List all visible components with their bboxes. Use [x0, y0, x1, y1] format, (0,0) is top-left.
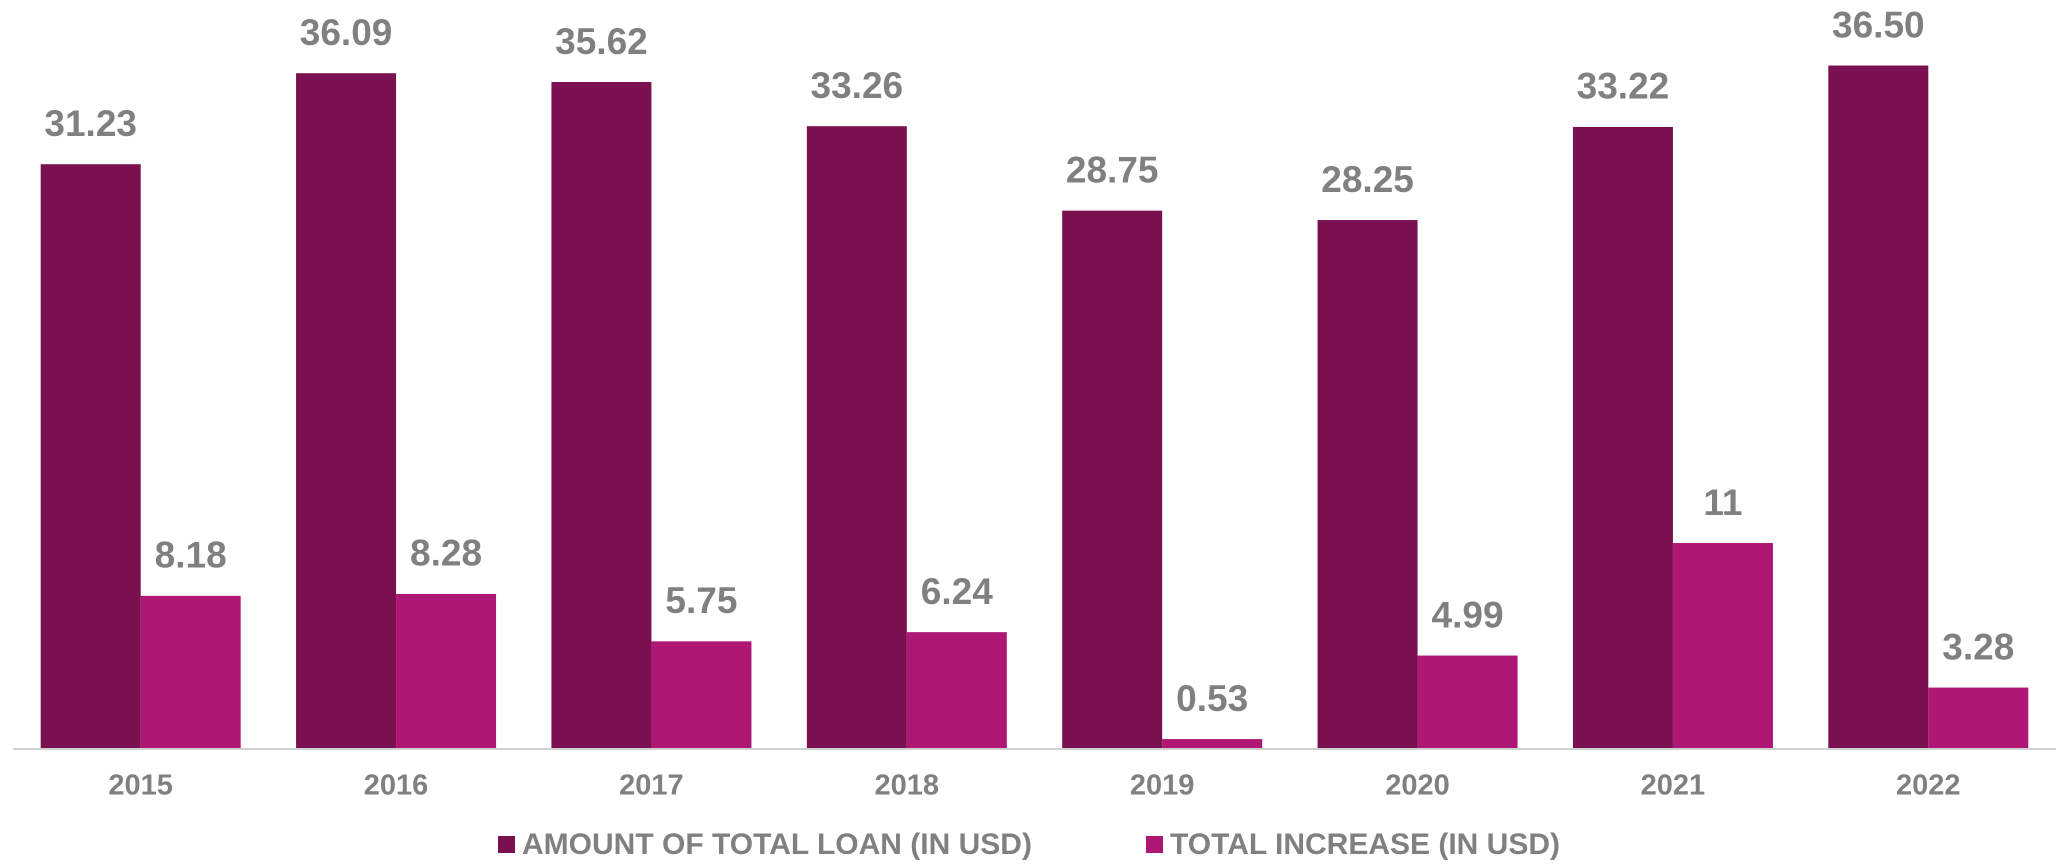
- bar: [551, 82, 652, 749]
- bar: [906, 632, 1007, 749]
- bar: [1672, 543, 1773, 749]
- x-tick-label: 2017: [619, 770, 684, 802]
- x-tick-label: 2020: [1385, 770, 1450, 802]
- bar: [1062, 210, 1163, 749]
- bar: [396, 593, 497, 749]
- bar: [1828, 65, 1929, 750]
- x-tick-label: 2021: [1641, 770, 1706, 802]
- x-tick-label: 2019: [1130, 770, 1195, 802]
- value-label: 36.50: [1832, 4, 1925, 45]
- x-tick-label: 2016: [364, 770, 429, 802]
- value-label: 6.24: [921, 571, 993, 612]
- value-label: 31.23: [44, 103, 137, 144]
- value-label: 5.75: [665, 580, 737, 621]
- value-label: 8.18: [155, 535, 227, 576]
- bar: [40, 164, 141, 749]
- value-label: 35.62: [555, 21, 648, 62]
- bar: [1928, 687, 2029, 749]
- value-label: 28.25: [1321, 159, 1414, 200]
- bar: [1162, 739, 1263, 749]
- x-tick-label: 2022: [1896, 770, 1961, 802]
- legend-label: TOTAL INCREASE (IN USD): [1170, 828, 1560, 861]
- value-label: 11: [1703, 482, 1742, 523]
- x-tick-label: 2018: [875, 770, 940, 802]
- value-label: 0.53: [1176, 678, 1248, 719]
- legend-swatch: [498, 836, 515, 853]
- bar: [1572, 126, 1673, 749]
- value-label: 4.99: [1432, 594, 1504, 635]
- bar: [651, 641, 752, 749]
- x-tick-label: 2015: [108, 770, 173, 802]
- value-label: 36.09: [300, 12, 393, 53]
- value-label: 33.26: [811, 65, 904, 106]
- value-label: 8.28: [410, 533, 482, 574]
- bar: [140, 595, 241, 749]
- legend-label: AMOUNT OF TOTAL LOAN (IN USD): [522, 828, 1032, 861]
- value-label: 33.22: [1577, 66, 1670, 107]
- bar: [296, 73, 397, 750]
- legend-swatch: [1146, 836, 1163, 853]
- value-label: 28.75: [1066, 149, 1159, 190]
- bar: [806, 126, 907, 750]
- bar: [1317, 220, 1418, 750]
- value-label: 3.28: [1942, 626, 2014, 667]
- bar: [1417, 655, 1518, 749]
